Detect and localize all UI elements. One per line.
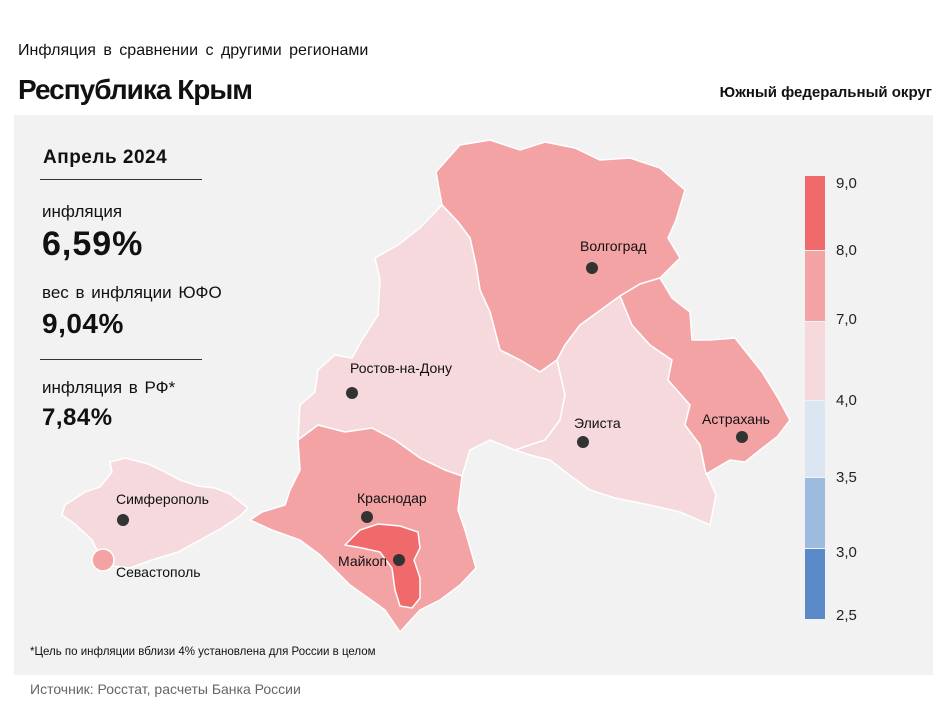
city-label-rostov: Ростов-на-Дону bbox=[350, 360, 452, 376]
color-scale-legend: 9,0 8,0 7,0 4,0 3,5 3,0 2,5 bbox=[805, 175, 857, 624]
city-marker-volgograd bbox=[586, 262, 598, 274]
rf-inflation-value: 7,84% bbox=[42, 404, 113, 431]
inflation-label: инфляция bbox=[42, 202, 123, 221]
period-label: Апрель 2024 bbox=[43, 147, 168, 168]
divider-top bbox=[40, 179, 202, 180]
legend-swatch-7-to-8 bbox=[805, 251, 825, 321]
legend-label-3-0: 3,0 bbox=[836, 544, 857, 561]
legend-label-3-5: 3,5 bbox=[836, 469, 857, 486]
legend-label-8-0: 8,0 bbox=[836, 242, 857, 259]
region-adygea bbox=[343, 523, 421, 609]
weight-label: вес в инфляции ЮФО bbox=[42, 283, 222, 302]
city-label-volgograd: Волгоград bbox=[580, 238, 646, 254]
district-name: Южный федеральный округ bbox=[719, 84, 932, 101]
legend-swatch-4-to-7 bbox=[805, 322, 825, 400]
city-label-maykop: Майкоп bbox=[338, 553, 387, 569]
divider-bottom bbox=[40, 359, 202, 360]
city-label-simferopol: Симферополь bbox=[116, 491, 209, 507]
page-subtitle: Инфляция в сравнении с другими регионами bbox=[18, 42, 369, 59]
footnote: *Цель по инфляции вблизи 4% установлена … bbox=[30, 646, 376, 658]
city-marker-krasnodar bbox=[361, 511, 373, 523]
legend-swatch-3-5-to-4 bbox=[805, 401, 825, 477]
city-marker-rostov bbox=[346, 387, 358, 399]
legend-label-4-0: 4,0 bbox=[836, 392, 857, 409]
region-sevastopol bbox=[91, 548, 115, 572]
city-label-astrakhan: Астрахань bbox=[702, 411, 770, 427]
inflation-value: 6,59% bbox=[42, 225, 144, 263]
city-label-elista: Элиста bbox=[574, 415, 621, 431]
city-label-sevastopol: Севастополь bbox=[116, 564, 201, 580]
legend-swatch-above-8 bbox=[805, 176, 825, 250]
weight-value: 9,04% bbox=[42, 308, 124, 339]
legend-label-9-0: 9,0 bbox=[836, 175, 857, 192]
city-marker-astrakhan bbox=[736, 431, 748, 443]
region-astrakhan-oblast bbox=[619, 277, 791, 476]
legend-swatch-2-5-to-3 bbox=[805, 549, 825, 619]
legend-label-2-5: 2,5 bbox=[836, 607, 857, 624]
source-note: Источник: Росстат, расчеты Банка России bbox=[30, 681, 301, 697]
page-title: Республика Крым bbox=[18, 74, 253, 105]
city-label-krasnodar: Краснодар bbox=[357, 490, 427, 506]
city-marker-elista bbox=[577, 436, 589, 448]
region-crimea bbox=[61, 457, 250, 569]
rf-inflation-label: инфляция в РФ* bbox=[42, 378, 176, 397]
city-marker-simferopol bbox=[117, 514, 129, 526]
city-marker-maykop bbox=[393, 554, 405, 566]
legend-label-7-0: 7,0 bbox=[836, 311, 857, 328]
legend-swatch-3-to-3-5 bbox=[805, 478, 825, 548]
